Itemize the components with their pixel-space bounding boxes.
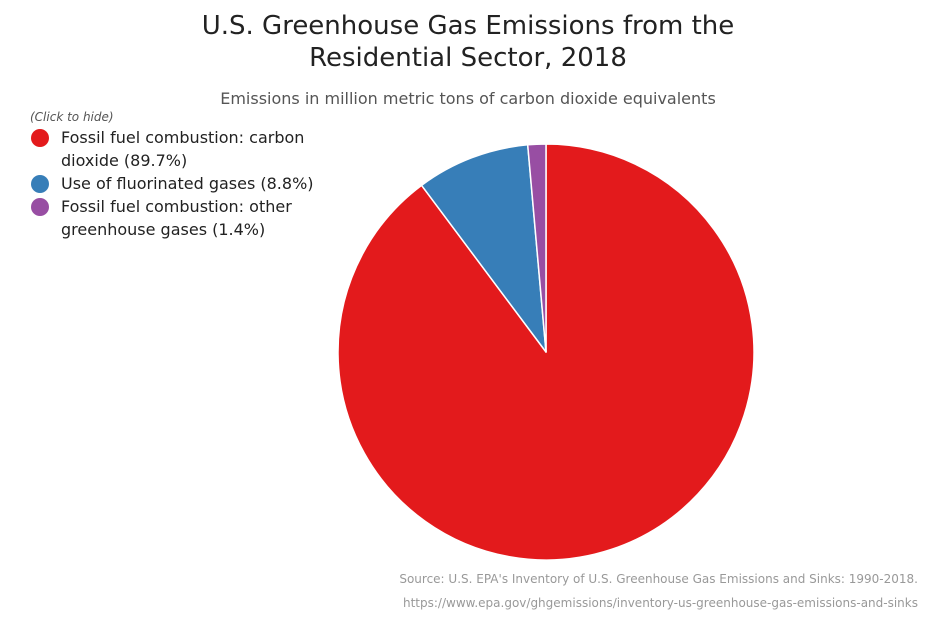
pie-slice-fluorinated-gases[interactable] — [420, 144, 547, 353]
legend-hint: (Click to hide) — [30, 110, 114, 124]
legend-label: Fossil fuel combustion: carbon dioxide (… — [61, 128, 305, 170]
legend-item-fluorinated-gases[interactable]: Use of fluorinated gases (8.8%) — [28, 172, 348, 195]
chart-subtitle: Emissions in million metric tons of carb… — [220, 89, 716, 108]
pie-slices-group — [337, 143, 755, 561]
legend-marker-circle-icon — [31, 175, 49, 193]
legend-label: Use of fluorinated gases (8.8%) — [61, 174, 314, 193]
legend-marker-circle-icon — [31, 129, 49, 147]
credits-source[interactable]: Source: U.S. EPA's Inventory of U.S. Gre… — [399, 572, 918, 586]
chart-title: U.S. Greenhouse Gas Emissions from the R… — [201, 11, 735, 73]
credits-url[interactable]: https://www.epa.gov/ghgemissions/invento… — [403, 596, 918, 610]
legend-label: Fossil fuel combustion: other greenhouse… — [61, 197, 292, 239]
pie-slice-other-ghg[interactable] — [526, 143, 547, 353]
legend: (Click to hide) Fossil fuel combustion: … — [28, 108, 348, 241]
legend-item-other-ghg[interactable]: Fossil fuel combustion: other greenhouse… — [28, 195, 348, 241]
legend-item-co2[interactable]: Fossil fuel combustion: carbon dioxide (… — [28, 126, 348, 172]
pie-slice-co2[interactable] — [337, 143, 755, 561]
legend-marker-circle-icon — [31, 198, 49, 216]
